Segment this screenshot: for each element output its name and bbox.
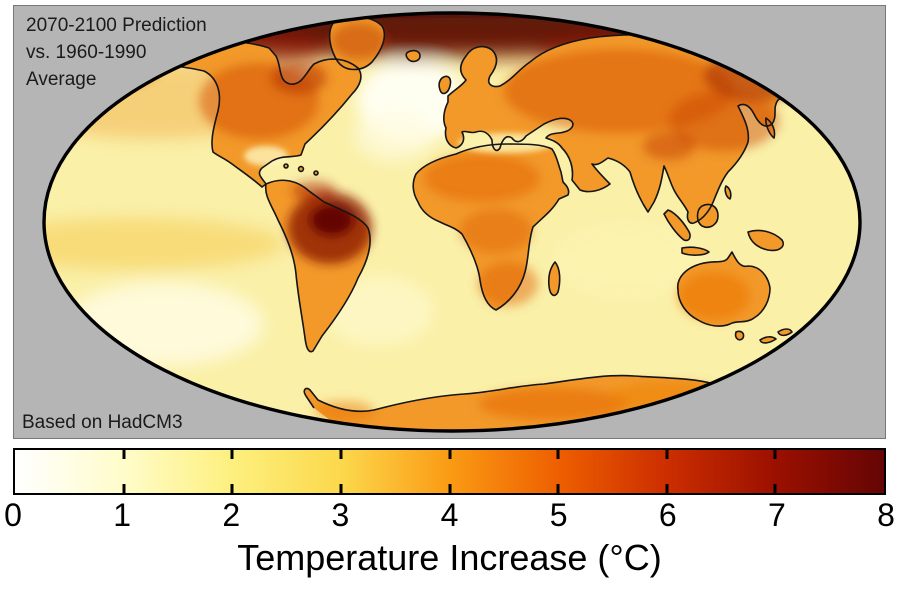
colorbar-tick-label: 0 bbox=[4, 497, 22, 533]
figure-title-line3: Average bbox=[26, 69, 97, 90]
figure-title-line1: 2070-2100 Prediction bbox=[26, 15, 207, 36]
cool-sea-patches bbox=[244, 133, 554, 166]
globe-outline bbox=[42, 11, 862, 433]
colorbar-tick-mark bbox=[448, 484, 451, 493]
colorbar-tick-labels: 0 1 2 3 4 5 6 7 8 bbox=[4, 497, 895, 533]
island-philippines bbox=[725, 186, 731, 199]
colorbar-tick-mark bbox=[773, 450, 777, 459]
island-borneo bbox=[697, 204, 718, 228]
colorbar-tick-mark bbox=[665, 484, 669, 493]
heat-anomalies bbox=[81, 23, 814, 421]
colorbar-tick-label: 5 bbox=[549, 497, 568, 533]
colorbar-tick-label: 3 bbox=[331, 497, 350, 533]
colorbar-tick-mark bbox=[448, 450, 451, 459]
colorbar-tick-mark bbox=[556, 450, 560, 459]
island-new-guinea bbox=[748, 230, 784, 251]
island-madagascar bbox=[548, 262, 560, 296]
island-new-zealand bbox=[760, 329, 792, 343]
island-iceland bbox=[406, 50, 420, 62]
island-britain bbox=[439, 76, 451, 94]
colorbar-axis-label: Temperature Increase (°C) bbox=[237, 537, 662, 578]
colorbar-tick-mark bbox=[339, 450, 343, 459]
colorbar bbox=[13, 448, 886, 495]
colorbar-tick-mark bbox=[556, 484, 560, 493]
colorbar-tick-label: 6 bbox=[658, 497, 677, 533]
colorbar-tick-label: 7 bbox=[767, 497, 786, 533]
colorbar-tick-label: 1 bbox=[113, 497, 132, 533]
colorbar-tick-mark bbox=[230, 484, 234, 493]
world-map bbox=[42, 11, 862, 433]
map-panel: 2070-2100 Prediction vs. 1960-1990 Avera… bbox=[13, 5, 886, 439]
colorbar-tick-mark bbox=[339, 484, 343, 493]
colorbar-tick-mark bbox=[230, 450, 234, 459]
coastlines bbox=[83, 16, 803, 419]
figure-credit: Based on HadCM3 bbox=[22, 412, 183, 433]
colorbar-tick-label: 4 bbox=[440, 497, 459, 533]
island-tasmania bbox=[735, 331, 744, 340]
ocean-shading bbox=[44, 13, 792, 366]
colorbar-tick-mark bbox=[122, 484, 126, 493]
colorbar-tick-mark bbox=[665, 450, 669, 459]
island-sumatra bbox=[664, 210, 691, 241]
colorbar-tick-label: 8 bbox=[877, 497, 895, 533]
figure-title: 2070-2100 Prediction vs. 1960-1990 Avera… bbox=[26, 12, 207, 93]
colorbar-tick-mark bbox=[122, 450, 126, 459]
figure-title-line2: vs. 1960-1990 bbox=[26, 42, 147, 63]
colorbar-tick-mark bbox=[773, 484, 777, 493]
colorbar-tick-label: 2 bbox=[222, 497, 241, 533]
